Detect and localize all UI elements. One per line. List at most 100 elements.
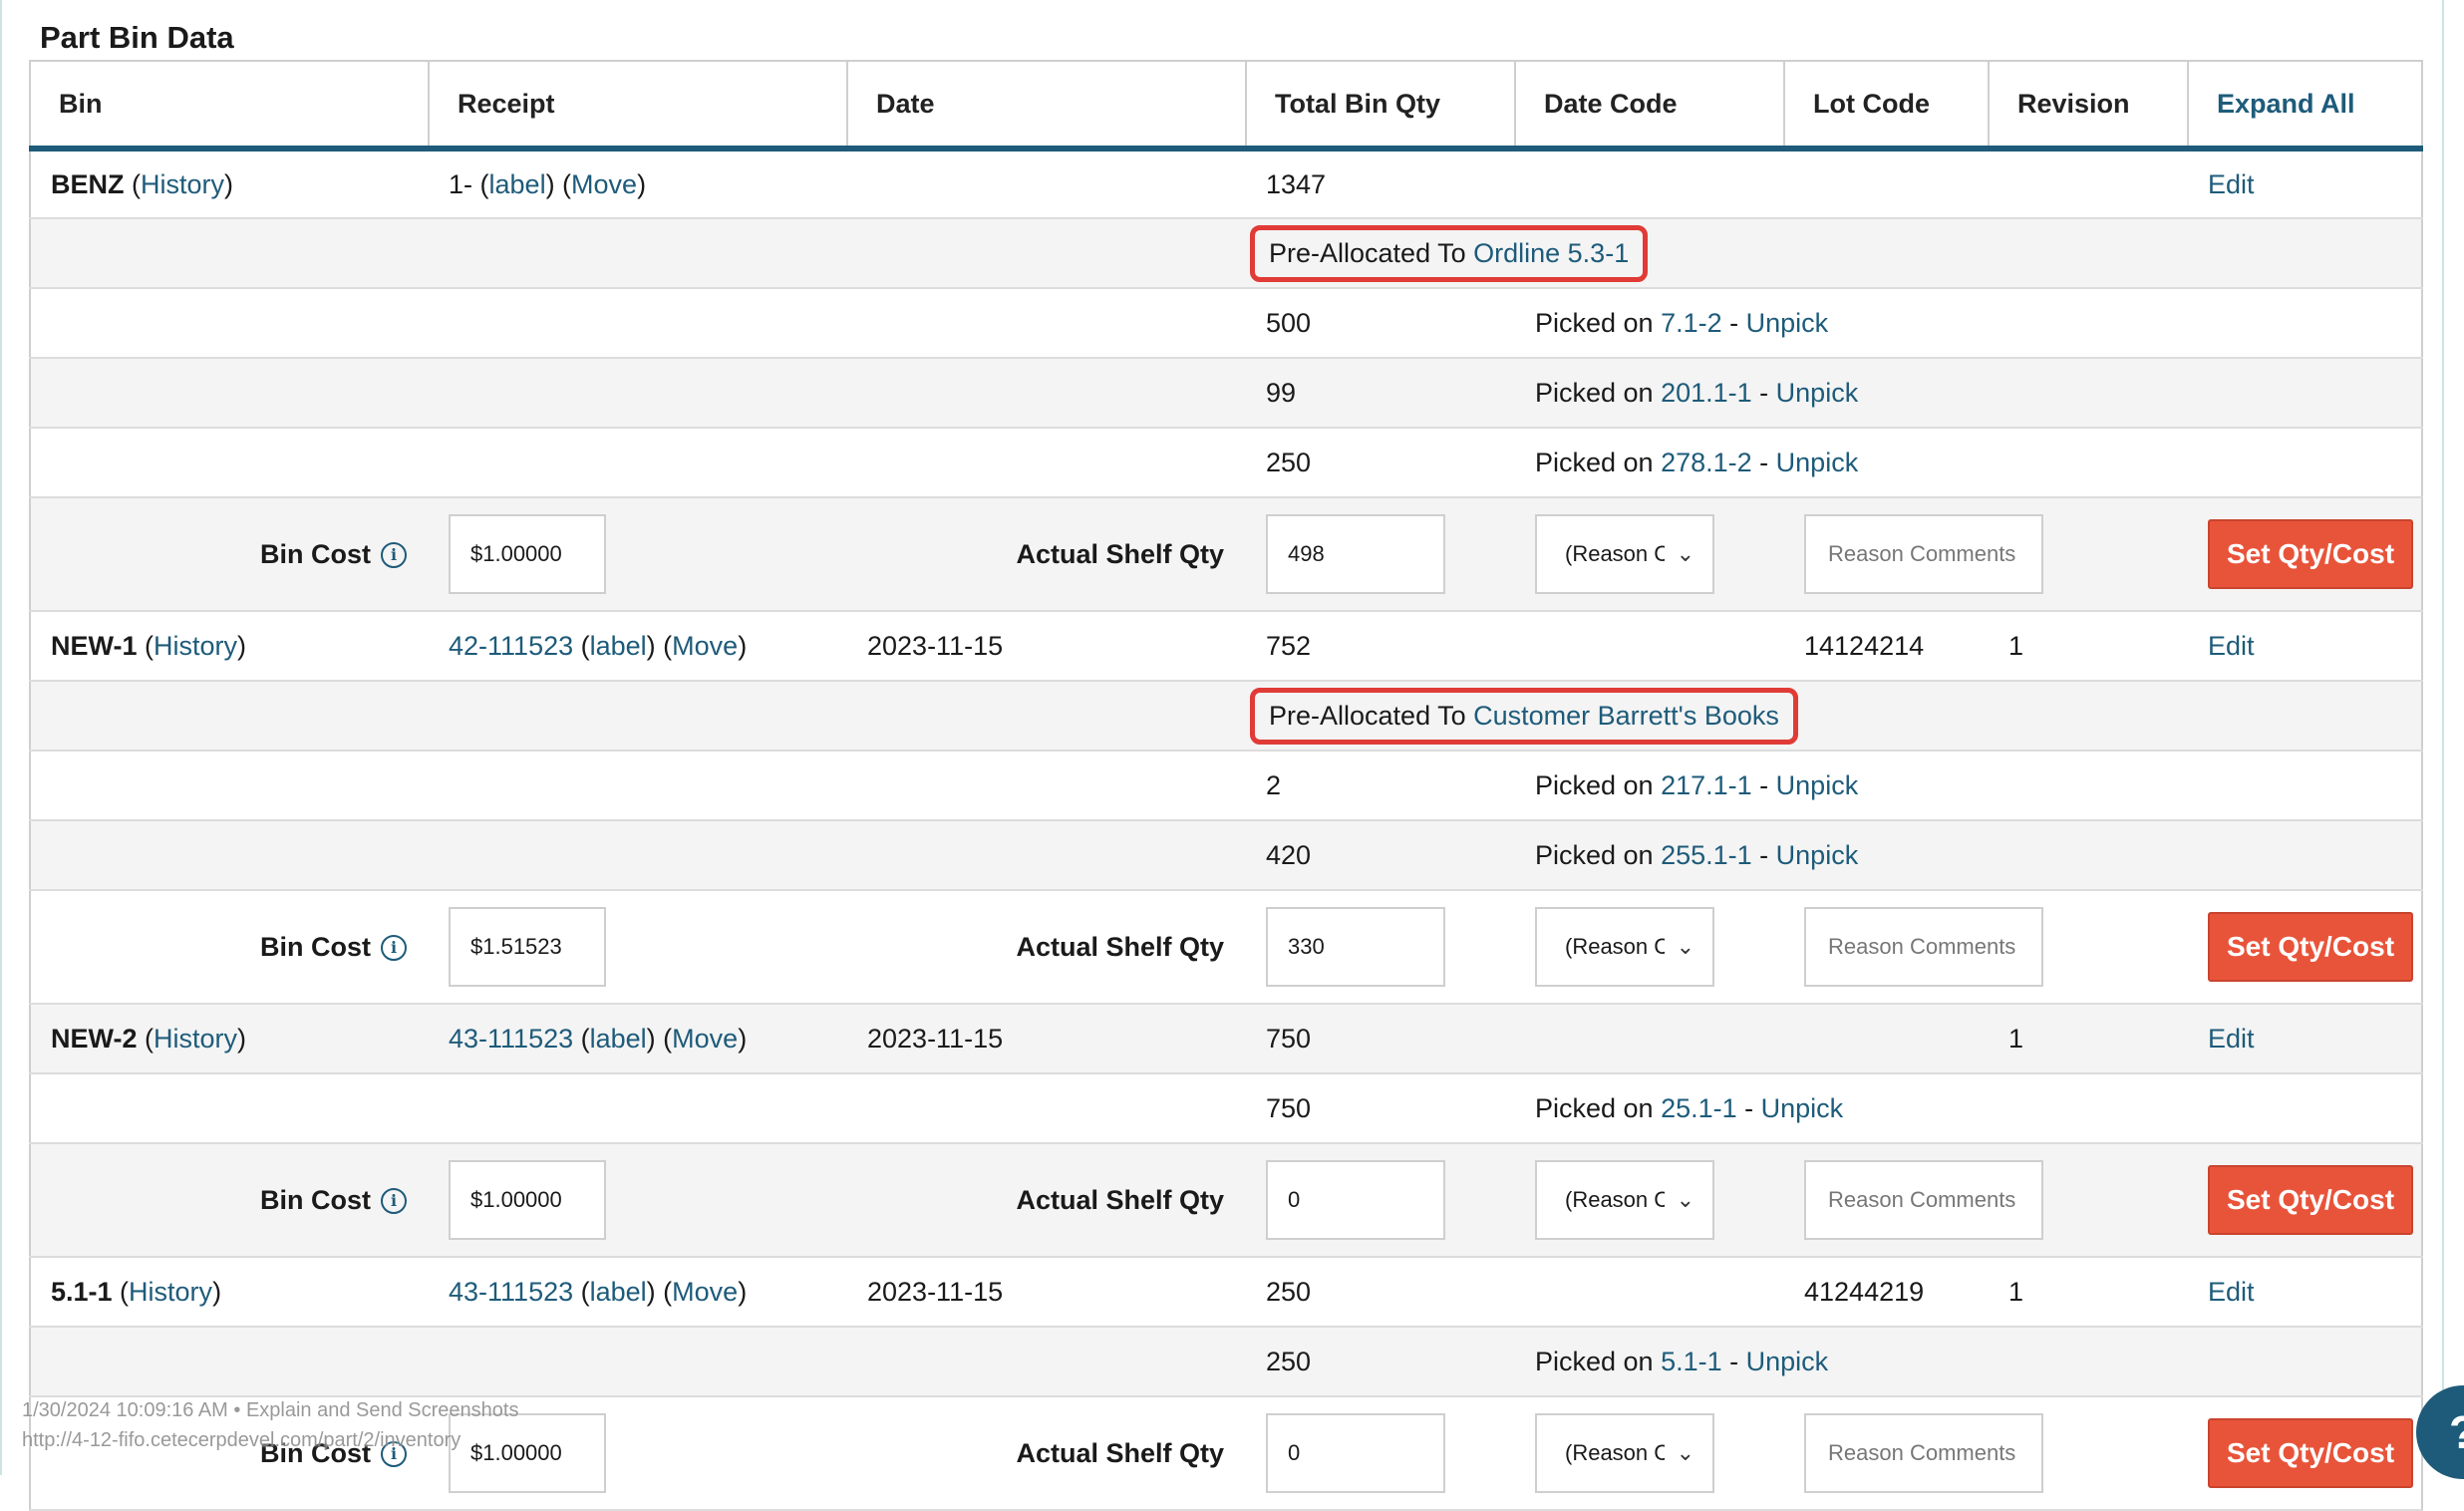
move-link[interactable]: Move: [571, 168, 638, 199]
info-icon[interactable]: i: [381, 1188, 407, 1215]
info-icon[interactable]: i: [381, 1441, 407, 1468]
shelf-qty-input[interactable]: 498: [1266, 514, 1445, 594]
pick-row: 2 Picked on 217.1-1 - Unpick: [29, 751, 2423, 821]
bin-cost-row: Bin Cost i $1.00000 Actual Shelf Qty 0 (Reaso…: [29, 1143, 2423, 1258]
pick-order-link[interactable]: 25.1-1: [1661, 1092, 1737, 1123]
pre-allocated-label: Pre-Allocated To: [1269, 700, 1466, 731]
reason-select[interactable]: (Reason C ⌄: [1535, 1160, 1714, 1240]
bin-row: NEW-2 (History) 43-111523 (label) (Move) 2…: [29, 1004, 2423, 1074]
actual-shelf-qty-label: Actual Shelf Qty: [1016, 538, 1224, 569]
reason-comments-input[interactable]: Reason Comments: [1804, 907, 2043, 987]
pick-order-link[interactable]: 7.1-2: [1661, 307, 1722, 338]
pick-order-link[interactable]: 278.1-2: [1661, 447, 1752, 477]
picked-qty: 500: [1266, 307, 1312, 338]
receipt-link[interactable]: 43-111523: [449, 1023, 574, 1054]
label-link[interactable]: label: [589, 1276, 647, 1307]
reason-select[interactable]: (Reason C ⌄: [1535, 907, 1714, 987]
pick-row: 250 Picked on 278.1-2 - Unpick: [29, 428, 2423, 498]
set-qty-cost-button[interactable]: Set Qty/Cost: [2208, 1165, 2413, 1235]
receipt-link[interactable]: 43-111523: [449, 1276, 574, 1307]
overlay-url: http://4-12-fifo.cetecerpdevel.com/part/…: [22, 1429, 462, 1451]
bin-cost-label: Bin Cost: [260, 538, 371, 569]
total-bin-qty: 752: [1266, 630, 1312, 661]
bin-row: NEW-1 (History) 42-111523 (label) (Move) 2…: [29, 611, 2423, 682]
edit-link[interactable]: Edit: [2208, 1023, 2255, 1054]
screenshot-overlay: 1/30/2024 10:09:16 AM • Explain and Send…: [22, 1395, 518, 1455]
edit-link[interactable]: Edit: [2208, 1276, 2255, 1307]
bin-cost-input[interactable]: $1.00000: [449, 1160, 606, 1240]
header-lot-code: Lot Code: [1783, 60, 1989, 151]
header-date: Date: [846, 60, 1246, 151]
set-qty-cost-button[interactable]: Set Qty/Cost: [2208, 519, 2413, 589]
actual-shelf-qty-label: Actual Shelf Qty: [1016, 931, 1224, 962]
pre-allocation-row: Pre-Allocated To Customer Barrett's Book…: [29, 681, 2423, 752]
shelf-qty-input[interactable]: 0: [1266, 1160, 1445, 1240]
bin-name: NEW-2: [51, 1023, 138, 1054]
picked-qty: 750: [1266, 1092, 1312, 1123]
table-header-row: Bin Receipt Date Total Bin Qty Date Code…: [29, 60, 2423, 151]
move-link[interactable]: Move: [672, 1023, 739, 1054]
pick-order-link[interactable]: 255.1-1: [1661, 839, 1752, 870]
edit-link[interactable]: Edit: [2208, 630, 2255, 661]
unpick-link[interactable]: Unpick: [1775, 839, 1859, 870]
picked-on-label: Picked on: [1535, 377, 1654, 408]
unpick-link[interactable]: Unpick: [1745, 1346, 1829, 1376]
reason-comments-input[interactable]: Reason Comments: [1804, 1413, 2043, 1493]
total-bin-qty: 250: [1266, 1276, 1312, 1307]
header-revision: Revision: [1988, 60, 2188, 151]
pre-allocation-link[interactable]: Customer Barrett's Books: [1473, 700, 1779, 731]
history-link[interactable]: History: [129, 1276, 213, 1307]
bin-cost-input[interactable]: $1.00000: [449, 514, 606, 594]
picked-qty: 99: [1266, 377, 1297, 408]
move-link[interactable]: Move: [672, 630, 739, 661]
pick-row: 500 Picked on 7.1-2 - Unpick: [29, 288, 2423, 359]
section-title: Part Bin Data: [40, 20, 234, 55]
header-bin: Bin: [29, 60, 429, 151]
overlay-timestamp: 1/30/2024 10:09:16 AM • Explain and Send…: [22, 1399, 519, 1421]
bin-cost-label: Bin Cost: [260, 1437, 371, 1468]
history-link[interactable]: History: [141, 168, 225, 199]
pick-row: 750 Picked on 25.1-1 - Unpick: [29, 1073, 2423, 1144]
receipt-link[interactable]: 42-111523: [449, 630, 574, 661]
bin-name: BENZ: [51, 168, 125, 199]
edit-link[interactable]: Edit: [2208, 168, 2255, 199]
set-qty-cost-button[interactable]: Set Qty/Cost: [2208, 912, 2413, 982]
revision: 1: [2008, 1023, 2024, 1054]
history-link[interactable]: History: [153, 630, 237, 661]
history-link[interactable]: History: [153, 1023, 237, 1054]
bin-cost-input[interactable]: $1.51523: [449, 907, 606, 987]
picked-on-label: Picked on: [1535, 839, 1654, 870]
unpick-link[interactable]: Unpick: [1760, 1092, 1844, 1123]
bin-date: 2023-11-15: [867, 630, 1004, 661]
pre-allocation-link[interactable]: Ordline 5.3-1: [1473, 237, 1630, 268]
info-icon[interactable]: i: [381, 935, 407, 962]
picked-on-label: Picked on: [1535, 307, 1654, 338]
pre-allocated-label: Pre-Allocated To: [1269, 237, 1466, 268]
unpick-link[interactable]: Unpick: [1775, 769, 1859, 800]
part-bin-table: Bin Receipt Date Total Bin Qty Date Code…: [29, 60, 2423, 1511]
info-icon[interactable]: i: [381, 542, 407, 569]
bin-cost-row: Bin Cost i $1.00000 Actual Shelf Qty 498 (Rea…: [29, 497, 2423, 612]
reason-comments-input[interactable]: Reason Comments: [1804, 514, 2043, 594]
label-link[interactable]: label: [589, 630, 647, 661]
pick-order-link[interactable]: 201.1-1: [1661, 377, 1752, 408]
set-qty-cost-button[interactable]: Set Qty/Cost: [2208, 1418, 2413, 1488]
expand-all-link[interactable]: Expand All: [2187, 60, 2423, 151]
unpick-link[interactable]: Unpick: [1745, 307, 1829, 338]
label-link[interactable]: label: [488, 168, 546, 199]
pick-order-link[interactable]: 5.1-1: [1661, 1346, 1722, 1376]
bin-date: 2023-11-15: [867, 1023, 1004, 1054]
label-link[interactable]: label: [589, 1023, 647, 1054]
shelf-qty-input[interactable]: 0: [1266, 1413, 1445, 1493]
bin-cost-label: Bin Cost: [260, 1184, 371, 1215]
pick-order-link[interactable]: 217.1-1: [1661, 769, 1752, 800]
unpick-link[interactable]: Unpick: [1775, 447, 1859, 477]
actual-shelf-qty-label: Actual Shelf Qty: [1016, 1437, 1224, 1468]
move-link[interactable]: Move: [672, 1276, 739, 1307]
picked-on-label: Picked on: [1535, 769, 1654, 800]
shelf-qty-input[interactable]: 330: [1266, 907, 1445, 987]
reason-comments-input[interactable]: Reason Comments: [1804, 1160, 2043, 1240]
reason-select[interactable]: (Reason C ⌄: [1535, 1413, 1714, 1493]
reason-select[interactable]: (Reason C ⌄: [1535, 514, 1714, 594]
unpick-link[interactable]: Unpick: [1775, 377, 1859, 408]
